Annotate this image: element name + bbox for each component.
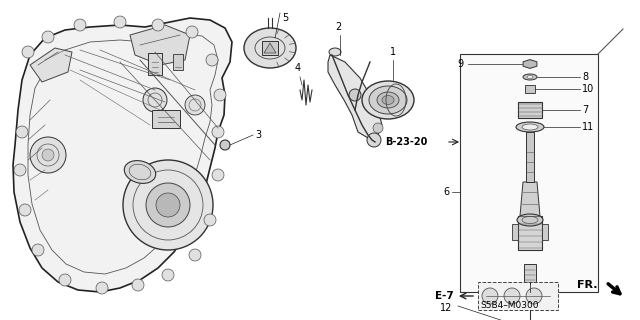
Ellipse shape xyxy=(124,161,156,183)
Text: 1: 1 xyxy=(390,47,396,57)
Circle shape xyxy=(42,149,54,161)
Circle shape xyxy=(143,88,167,112)
Text: 4: 4 xyxy=(295,63,301,73)
Bar xyxy=(262,41,278,55)
Circle shape xyxy=(162,269,174,281)
Text: 6: 6 xyxy=(444,187,450,197)
Circle shape xyxy=(22,46,34,58)
Circle shape xyxy=(504,288,520,304)
Ellipse shape xyxy=(377,92,399,108)
Ellipse shape xyxy=(527,76,533,78)
Bar xyxy=(460,54,598,292)
Text: 9: 9 xyxy=(458,59,464,69)
Circle shape xyxy=(526,288,542,304)
Text: S5B4–M0300: S5B4–M0300 xyxy=(481,301,540,310)
Text: 5: 5 xyxy=(282,13,288,23)
Bar xyxy=(478,282,558,310)
Circle shape xyxy=(204,214,216,226)
Circle shape xyxy=(14,164,26,176)
Ellipse shape xyxy=(244,28,296,68)
Circle shape xyxy=(19,204,31,216)
Text: B-23-20: B-23-20 xyxy=(385,137,428,147)
Polygon shape xyxy=(130,25,190,65)
Circle shape xyxy=(189,249,201,261)
Circle shape xyxy=(373,123,383,133)
Polygon shape xyxy=(13,18,232,292)
Bar xyxy=(526,132,534,182)
Text: 8: 8 xyxy=(582,72,588,82)
Bar xyxy=(518,216,542,250)
Text: FR.: FR. xyxy=(577,280,598,290)
Circle shape xyxy=(349,89,361,101)
Circle shape xyxy=(16,126,28,138)
Circle shape xyxy=(146,183,190,227)
Circle shape xyxy=(30,137,66,173)
Circle shape xyxy=(74,19,86,31)
Bar xyxy=(148,53,162,75)
Text: 3: 3 xyxy=(255,130,261,140)
Circle shape xyxy=(212,126,224,138)
Bar xyxy=(542,224,548,240)
Circle shape xyxy=(114,16,126,28)
Circle shape xyxy=(132,279,144,291)
Ellipse shape xyxy=(329,48,341,56)
Text: 7: 7 xyxy=(582,105,588,115)
Text: 12: 12 xyxy=(440,303,452,313)
Bar xyxy=(518,102,542,118)
Circle shape xyxy=(212,169,224,181)
Bar xyxy=(152,110,180,128)
Ellipse shape xyxy=(522,124,538,130)
Text: 10: 10 xyxy=(582,84,595,94)
Circle shape xyxy=(42,31,54,43)
Ellipse shape xyxy=(382,95,394,105)
Circle shape xyxy=(185,95,205,115)
Bar xyxy=(524,264,536,282)
Polygon shape xyxy=(264,43,276,53)
Text: E-7: E-7 xyxy=(435,291,454,301)
Text: 11: 11 xyxy=(582,122,595,132)
Polygon shape xyxy=(30,48,72,82)
Polygon shape xyxy=(523,60,537,68)
Bar xyxy=(512,224,518,240)
Circle shape xyxy=(186,26,198,38)
Circle shape xyxy=(32,244,44,256)
Circle shape xyxy=(367,133,381,147)
Circle shape xyxy=(206,54,218,66)
Ellipse shape xyxy=(516,122,544,132)
Circle shape xyxy=(482,288,498,304)
Polygon shape xyxy=(520,182,540,216)
Text: 2: 2 xyxy=(335,22,341,32)
Ellipse shape xyxy=(362,81,414,119)
Circle shape xyxy=(156,193,180,217)
Circle shape xyxy=(123,160,213,250)
Ellipse shape xyxy=(369,86,407,114)
Ellipse shape xyxy=(517,214,543,226)
Circle shape xyxy=(220,140,230,150)
Ellipse shape xyxy=(523,74,537,80)
Bar xyxy=(173,54,183,70)
Circle shape xyxy=(214,89,226,101)
Polygon shape xyxy=(328,55,382,138)
Circle shape xyxy=(96,282,108,294)
Bar xyxy=(525,85,535,93)
Circle shape xyxy=(152,19,164,31)
Circle shape xyxy=(59,274,71,286)
